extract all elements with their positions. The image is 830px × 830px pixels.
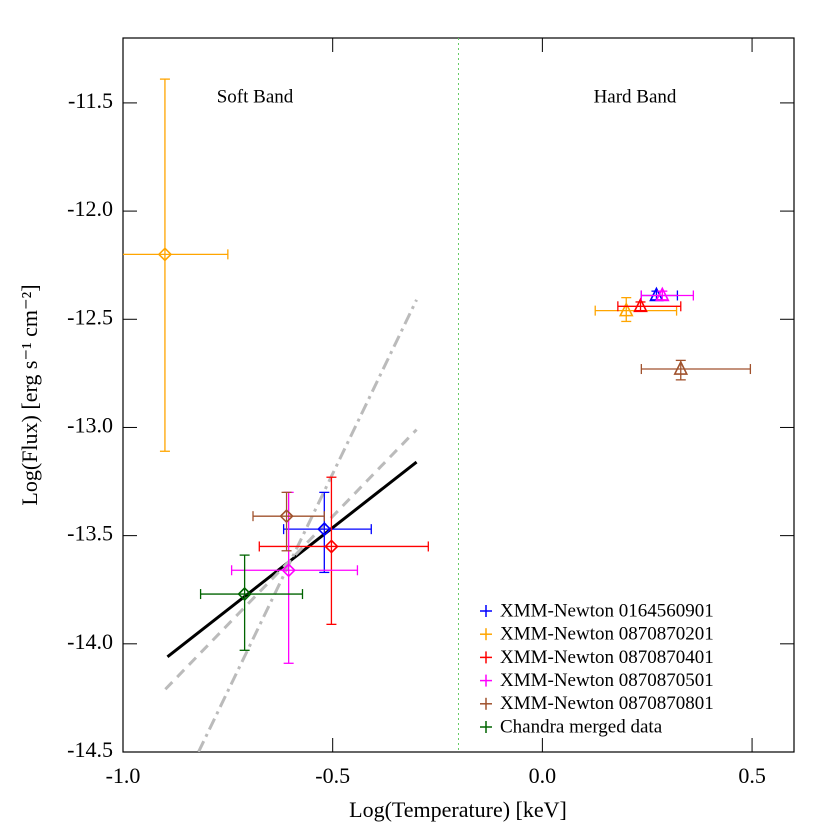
annotation: Soft Band	[217, 86, 294, 107]
legend-label: XMM-Newton 0870870401	[500, 647, 714, 668]
point	[618, 301, 634, 317]
x-tick-label: -0.5	[315, 763, 350, 788]
point	[279, 509, 294, 524]
y-tick-label: -13.5	[67, 521, 113, 546]
point	[281, 563, 296, 578]
y-tick-label: -11.5	[68, 88, 113, 113]
annotation: Hard Band	[594, 86, 677, 107]
point	[673, 360, 689, 375]
point	[317, 522, 332, 537]
y-tick-label: -13.0	[67, 413, 113, 438]
x-tick-label: 0.0	[529, 763, 557, 788]
fit-line	[164, 428, 418, 691]
point	[157, 247, 173, 262]
legend-label: XMM-Newton 0870870201	[500, 624, 714, 645]
legend-label: XMM-Newton 0870870501	[500, 670, 714, 691]
y-tick-label: -12.5	[67, 304, 113, 329]
legend-label: XMM-Newton 0870870801	[500, 693, 714, 714]
x-tick-label: -1.0	[106, 763, 141, 788]
legend-label: XMM-Newton 0164560901	[500, 600, 714, 621]
point	[324, 539, 339, 554]
fit-line	[197, 299, 418, 752]
y-axis-label: Log(Flux) [erg s⁻¹ cm⁻²]	[17, 284, 42, 505]
x-tick-label: 0.5	[738, 763, 766, 788]
fit-line	[166, 460, 418, 658]
point	[655, 286, 670, 302]
y-tick-label: -14.5	[67, 737, 113, 762]
x-axis-label: Log(Temperature) [keV]	[349, 797, 567, 822]
y-tick-label: -12.0	[67, 196, 113, 221]
y-tick-label: -14.0	[67, 629, 113, 654]
point	[237, 586, 252, 602]
legend-label: Chandra merged data	[500, 716, 663, 737]
point	[633, 297, 648, 313]
plot-area	[123, 38, 752, 752]
